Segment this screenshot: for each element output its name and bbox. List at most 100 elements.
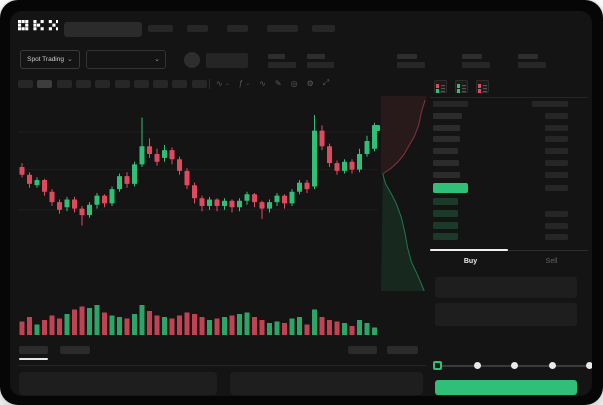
orders-panel-left [19, 372, 217, 395]
timeframe-button-9[interactable] [172, 80, 188, 88]
bid-price-placeholder [433, 221, 458, 229]
app-surface: Spot Trading ⌄ ⌄ ∿ ⌄ ƒ ⌄ ∿ ✎ ◎ ⚙ ⤢ [10, 11, 592, 396]
slider-point-5[interactable] [586, 362, 592, 369]
market-stat-2 [307, 54, 334, 68]
slider-point-3[interactable] [511, 362, 518, 369]
timeframe-button-6[interactable] [114, 80, 130, 88]
stat-value-placeholder [268, 62, 296, 68]
nav-item-3[interactable] [227, 25, 248, 32]
timeframe-button-4[interactable] [75, 80, 91, 88]
timeframe-button-3[interactable] [56, 80, 72, 88]
market-type-dropdown[interactable]: Spot Trading ⌄ [20, 50, 80, 69]
trade-tabs-baseline [430, 250, 588, 251]
timeframe-button-1[interactable] [18, 80, 33, 88]
stat-value-placeholder [518, 62, 546, 68]
pair-selector-dropdown[interactable]: ⌄ [86, 50, 166, 69]
tab-buy[interactable]: Buy [430, 254, 511, 268]
market-stat-3 [397, 54, 425, 68]
order-book-separator [430, 97, 588, 98]
book-bids-icon[interactable] [455, 80, 468, 93]
line-type-icon[interactable]: ∿ [259, 78, 266, 88]
ask-amount-placeholder [545, 171, 568, 178]
search-input[interactable] [64, 22, 142, 37]
ask-amount-placeholder [545, 159, 568, 166]
market-stat-5 [518, 54, 546, 68]
slider-handle[interactable] [433, 361, 442, 370]
timeframe-button-10[interactable] [191, 80, 207, 88]
last-price-amount-placeholder [545, 185, 568, 191]
candlestick-chart[interactable] [18, 95, 378, 292]
depth-chart[interactable] [380, 95, 428, 292]
orders-panel-right [230, 372, 423, 395]
bottom-tab-active-underline [19, 358, 48, 360]
chart-area [18, 95, 428, 292]
last-price-highlight[interactable] [433, 183, 468, 193]
book-both-icon[interactable] [434, 80, 447, 93]
timeframe-button-5[interactable] [95, 80, 111, 88]
amount-input[interactable] [435, 303, 577, 326]
chevron-down-icon: ⌄ [245, 80, 251, 87]
toolbar-divider [209, 79, 210, 89]
bottom-tab-right-2[interactable] [387, 346, 418, 354]
timeframe-button-8[interactable] [153, 80, 169, 88]
bottom-tab-1[interactable] [19, 346, 48, 354]
fullscreen-icon[interactable]: ⤢ [322, 78, 330, 87]
chart-tools: ∿ ⌄ ƒ ⌄ ∿ ✎ ◎ ⚙ ⤢ [216, 77, 329, 89]
ask-price-placeholder [433, 171, 460, 178]
stat-label-placeholder [518, 54, 538, 59]
nav-item-1[interactable] [148, 25, 173, 32]
timeframe-button-7[interactable] [133, 80, 149, 88]
coin-avatar [184, 52, 200, 68]
ask-amount-placeholder [545, 124, 568, 131]
ask-price-placeholder [433, 124, 460, 131]
chevron-down-icon: ⌄ [154, 56, 160, 63]
slider-point-4[interactable] [548, 362, 556, 369]
indicators-dropdown-icon[interactable]: ∿ ⌄ [216, 78, 230, 88]
book-asks-icon-glyph [478, 84, 487, 93]
ob-col-header-amount [532, 101, 568, 107]
bid-price-placeholder [433, 209, 458, 217]
active-tab-indicator [430, 249, 508, 251]
market-stat-4 [462, 54, 490, 68]
ask-price-placeholder [433, 113, 462, 119]
okx-logo[interactable] [18, 20, 60, 33]
book-bids-icon-glyph [457, 84, 466, 93]
ask-price-placeholder [433, 148, 458, 155]
stat-label-placeholder [397, 54, 417, 59]
amount-slider[interactable] [433, 358, 592, 374]
pair-name-placeholder [206, 53, 248, 68]
tab-sell[interactable]: Sell [511, 254, 592, 268]
bid-price-placeholder [433, 233, 458, 241]
okx-logo-glyph [18, 20, 60, 31]
stat-label-placeholder [462, 54, 482, 59]
order-book-panel: Buy Sell [430, 78, 592, 396]
camera-icon[interactable]: ◎ [290, 78, 298, 88]
market-stat-1 [268, 54, 296, 68]
stat-value-placeholder [307, 62, 334, 68]
ob-col-header-price [433, 101, 468, 107]
nav-item-4[interactable] [267, 25, 298, 32]
book-asks-icon[interactable] [476, 80, 489, 93]
slider-point-2[interactable] [473, 362, 481, 369]
buy-submit-button[interactable] [435, 380, 577, 395]
bottom-tab-right-1[interactable] [348, 346, 377, 354]
bid-amount-placeholder [545, 222, 568, 229]
settings-icon[interactable]: ⚙ [306, 78, 314, 88]
book-both-icon-glyph [436, 84, 445, 93]
bid-amount-placeholder [545, 210, 568, 217]
ask-price-placeholder [433, 159, 459, 166]
bottom-tabs-separator [18, 365, 426, 366]
volume-bars[interactable] [18, 295, 378, 339]
candle-style-dropdown-icon[interactable]: ƒ ⌄ [238, 78, 251, 88]
timeframe-button-2[interactable] [37, 80, 53, 88]
bid-amount-placeholder [545, 234, 568, 241]
nav-item-2[interactable] [187, 25, 208, 32]
nav-item-5[interactable] [312, 25, 335, 32]
price-input[interactable] [435, 277, 577, 298]
stat-label-placeholder [268, 54, 285, 59]
draw-icon[interactable]: ✎ [274, 78, 282, 88]
ask-price-placeholder [433, 136, 460, 143]
last-price-tag [372, 125, 380, 131]
bottom-tab-2[interactable] [60, 346, 90, 354]
